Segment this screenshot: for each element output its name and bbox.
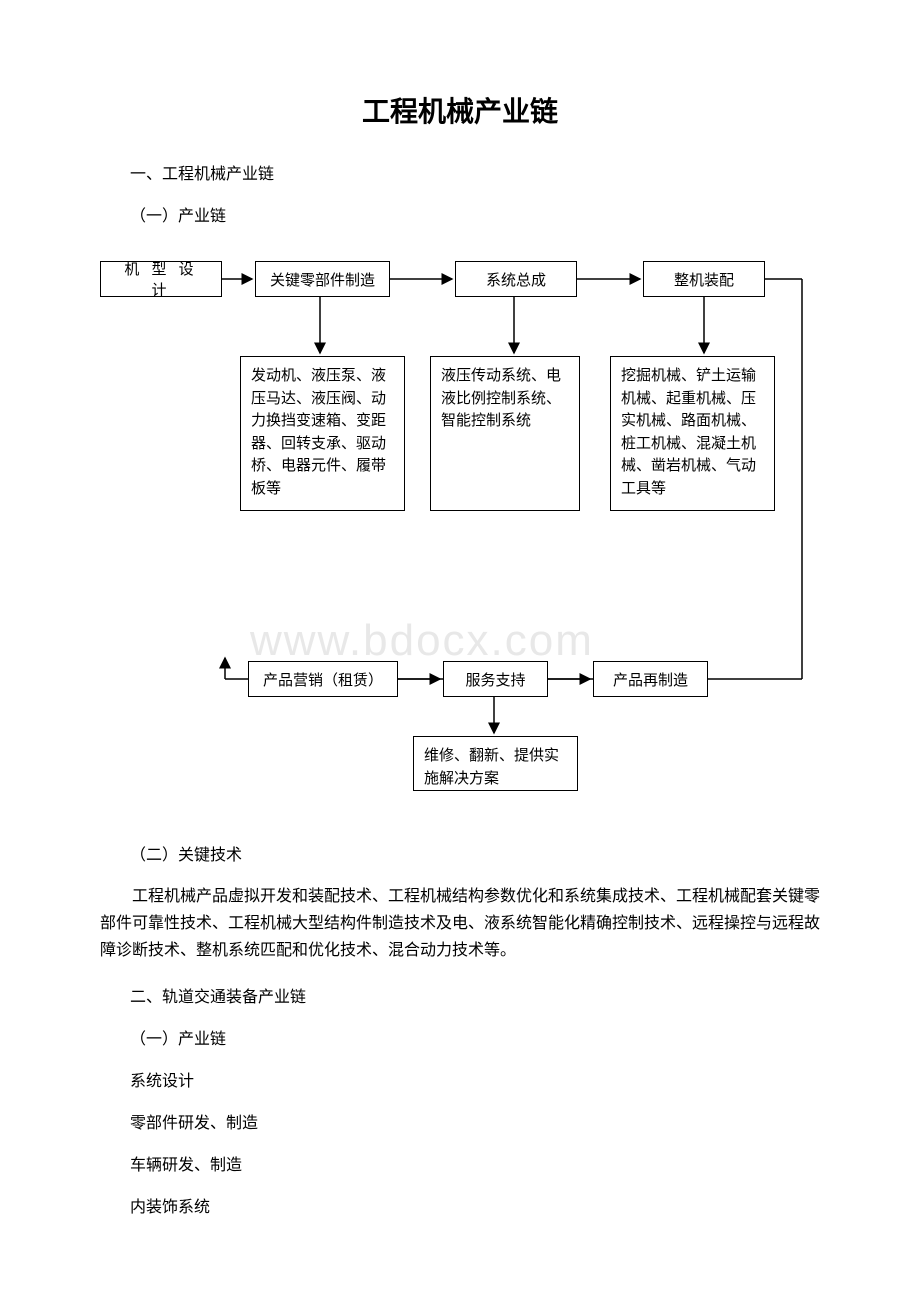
section2-item-2: 车辆研发、制造 [130,1151,820,1175]
section2-item-3: 内装饰系统 [130,1193,820,1217]
box-system-assembly: 系统总成 [455,261,577,297]
page-title: 工程机械产业链 [100,90,820,130]
box-maintenance: 维修、翻新、提供实施解决方案 [413,736,578,791]
box-excavator-detail: 挖掘机械、铲土运输机械、起重机械、压实机械、路面机械、桩工机械、混凝土机械、凿岩… [610,356,775,511]
section1-body: 工程机械产品虚拟开发和装配技术、工程机械结构参数优化和系统集成技术、工程机械配套… [100,883,820,965]
box-key-parts: 关键零部件制造 [255,261,390,297]
box-hydraulic-detail: 液压传动系统、电液比例控制系统、智能控制系统 [430,356,580,511]
section2-heading: 二、轨道交通装备产业链 [130,983,820,1007]
box-engine-detail: 发动机、液压泵、液压马达、液压阀、动力换挡变速箱、变距器、回转支承、驱动桥、电器… [240,356,405,511]
box-machine-design: 机 型 设 计 [100,261,222,297]
section1-sub2: （二）关键技术 [130,841,820,865]
section1-heading: 一、工程机械产业链 [130,160,820,184]
section2-sub1: （一）产业链 [130,1025,820,1049]
box-service: 服务支持 [443,661,548,697]
watermark: www.bdocx.com [250,616,594,666]
section1-sub1: （一）产业链 [130,202,820,226]
section2-item-1: 零部件研发、制造 [130,1109,820,1133]
flowchart: www.bdocx.com [100,261,820,821]
box-marketing: 产品营销（租赁） [248,661,398,697]
box-whole-assembly: 整机装配 [643,261,765,297]
section2-item-0: 系统设计 [130,1067,820,1091]
box-remanufacture: 产品再制造 [593,661,708,697]
